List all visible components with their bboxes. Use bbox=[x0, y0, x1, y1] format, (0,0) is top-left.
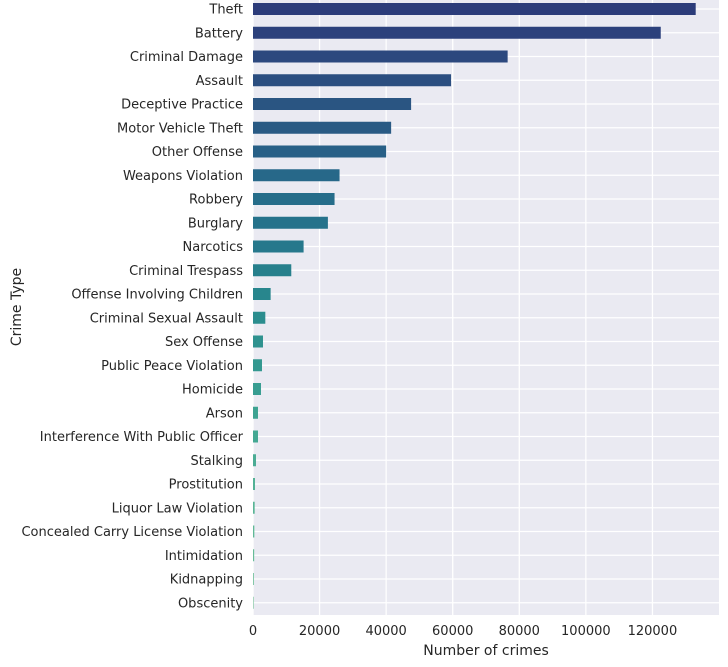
bar-homicide bbox=[253, 383, 261, 395]
y-tick-label: Narcotics bbox=[183, 240, 244, 255]
bar-public-peace-violation bbox=[253, 359, 262, 372]
x-tick-labels: 0 20000 40000 60000 80000 100000 120000 bbox=[249, 624, 677, 639]
bar-sex-offense bbox=[253, 335, 263, 348]
y-tick-label: Criminal Trespass bbox=[129, 264, 243, 279]
bar-battery bbox=[253, 26, 661, 39]
plot-background bbox=[253, 0, 719, 615]
bar-criminal-sexual-assault bbox=[253, 311, 266, 324]
bar-narcotics bbox=[253, 240, 304, 253]
y-tick-label: Weapons Violation bbox=[123, 169, 243, 184]
y-tick-label: Offense Involving Children bbox=[71, 288, 243, 303]
y-tick-label: Interference With Public Officer bbox=[40, 430, 244, 445]
y-tick-label: Intimidation bbox=[165, 549, 243, 564]
bar-weapons-violation bbox=[253, 169, 340, 182]
y-tick-label: Motor Vehicle Theft bbox=[117, 121, 243, 136]
y-tick-label: Sex Offense bbox=[165, 335, 243, 350]
y-tick-label: Burglary bbox=[188, 216, 243, 231]
y-tick-label: Public Peace Violation bbox=[101, 359, 243, 374]
x-tick-label: 100000 bbox=[561, 624, 611, 639]
y-tick-label: Other Offense bbox=[152, 145, 243, 160]
y-tick-label: Battery bbox=[195, 26, 243, 41]
bar-obscenity bbox=[253, 596, 254, 609]
y-tick-label: Criminal Damage bbox=[130, 50, 243, 65]
x-tick-label: 120000 bbox=[628, 624, 678, 639]
x-tick-label: 60000 bbox=[432, 624, 473, 639]
y-tick-label: Assault bbox=[196, 74, 243, 89]
y-tick-label: Kidnapping bbox=[170, 573, 243, 588]
bar-liquor-law-violation bbox=[253, 501, 255, 514]
y-tick-label: Theft bbox=[208, 3, 243, 18]
bar-criminal-damage bbox=[253, 50, 508, 63]
bar-other-offense bbox=[253, 145, 387, 158]
y-tick-label: Arson bbox=[206, 406, 243, 421]
y-axis-label: Crime Type bbox=[9, 268, 25, 346]
x-tick-label: 0 bbox=[249, 624, 257, 639]
bar-offense-involving-children bbox=[253, 288, 271, 300]
bar-theft bbox=[253, 3, 696, 15]
bar-interference-with-public-officer bbox=[253, 430, 258, 443]
bar-intimidation bbox=[253, 549, 255, 562]
bar-criminal-trespass bbox=[253, 264, 292, 277]
y-tick-label: Criminal Sexual Assault bbox=[90, 311, 243, 326]
bar-burglary bbox=[253, 216, 328, 229]
y-tick-labels: Theft Battery Criminal Damage Assault Decept… bbox=[21, 3, 243, 612]
bar-kidnapping bbox=[253, 573, 254, 585]
x-tick-label: 40000 bbox=[365, 624, 406, 639]
bar-robbery bbox=[253, 193, 335, 205]
y-tick-label: Stalking bbox=[190, 454, 243, 469]
bar-motor-vehicle-theft bbox=[253, 121, 392, 134]
y-tick-label: Homicide bbox=[182, 383, 243, 398]
x-axis-label: Number of crimes bbox=[423, 643, 549, 659]
bar-deceptive-practice bbox=[253, 98, 412, 110]
y-tick-label: Prostitution bbox=[169, 478, 243, 493]
bar-concealed-carry-license-violation bbox=[253, 525, 255, 538]
y-tick-label: Liquor Law Violation bbox=[112, 501, 243, 516]
bar-assault bbox=[253, 74, 452, 87]
y-tick-label: Concealed Carry License Violation bbox=[21, 525, 243, 540]
x-tick-label: 80000 bbox=[499, 624, 540, 639]
x-tick-label: 20000 bbox=[299, 624, 340, 639]
y-tick-label: Obscenity bbox=[178, 596, 243, 611]
bar-stalking bbox=[253, 454, 256, 467]
y-tick-label: Deceptive Practice bbox=[121, 98, 243, 113]
bar-arson bbox=[253, 406, 258, 419]
y-tick-label: Robbery bbox=[189, 193, 243, 208]
bars bbox=[253, 3, 696, 609]
bar-prostitution bbox=[253, 478, 255, 490]
